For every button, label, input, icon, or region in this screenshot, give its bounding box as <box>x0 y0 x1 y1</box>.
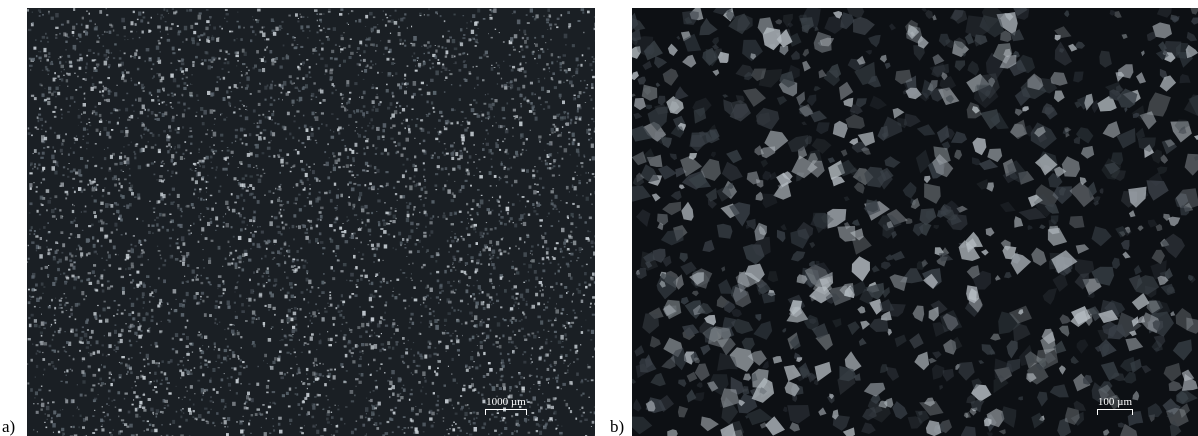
micrograph-fine-grains: 1000 µm <box>27 8 595 436</box>
scale-bar-b: 100 µm <box>1097 396 1133 415</box>
panel-a-label: a) <box>2 418 15 435</box>
micrograph-coarse-grains: 100 µm <box>632 8 1198 436</box>
scale-bar-b-line <box>1097 409 1133 415</box>
fine-grain-texture <box>27 8 595 436</box>
coarse-grain-texture <box>632 8 1198 436</box>
panel-b-label: b) <box>610 418 624 435</box>
scale-bar-a-text: 1000 µm <box>485 396 527 408</box>
scale-bar-b-text: 100 µm <box>1097 396 1133 408</box>
scale-bar-a: 1000 µm <box>485 396 527 415</box>
scale-bar-a-line <box>485 409 527 415</box>
